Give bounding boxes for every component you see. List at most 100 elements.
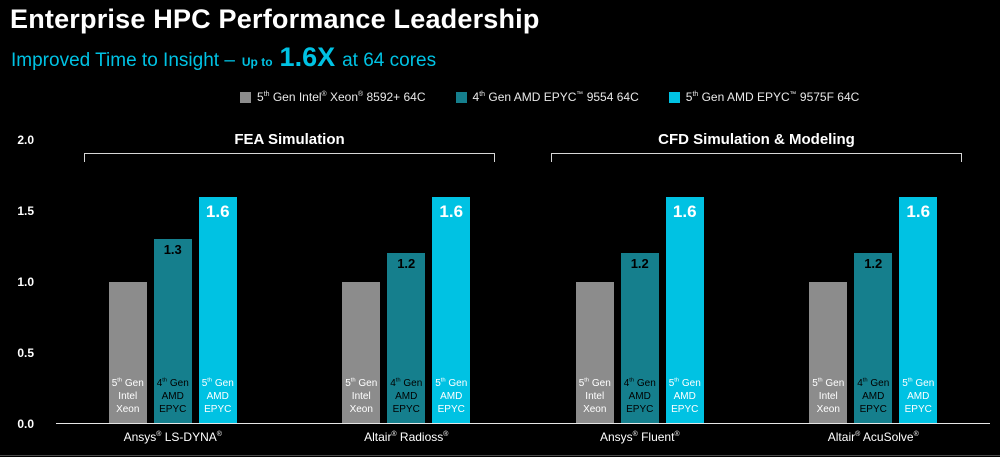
bar-series-label-line: Intel bbox=[351, 391, 371, 402]
bar-series-label-line: EPYC bbox=[204, 404, 232, 415]
bar-s0-c2: 5th Gen Intel Xeon bbox=[575, 281, 614, 423]
legend-swatch bbox=[455, 91, 467, 103]
bar-series-label-line: AMD bbox=[206, 391, 229, 402]
legend-swatch bbox=[240, 91, 251, 103]
bar-series-label-line: EPYC bbox=[904, 404, 932, 415]
bar-value-label: 1.6 bbox=[439, 201, 464, 221]
bar-series-label-line: 5th Gen bbox=[345, 377, 378, 389]
bar-s2-c3: 1.6 5th Gen AMD EPYC bbox=[899, 196, 938, 423]
page-title: Enterprise HPC Performance Leadership bbox=[10, 4, 540, 34]
subtitle-highlight: 1.6X bbox=[279, 42, 336, 72]
bar-s0-c1: 5th Gen Intel Xeon bbox=[342, 281, 381, 423]
bar-series-label-line: EPYC bbox=[626, 404, 654, 415]
bar-value-label: 1.2 bbox=[397, 256, 416, 272]
bar-s1-c2: 1.2 4th Gen AMD EPYC bbox=[620, 253, 659, 423]
bar-series-label-line: 5th Gen bbox=[578, 377, 611, 389]
bar-value-label: 1.2 bbox=[864, 256, 883, 272]
group-header-1: CFD Simulation & Modeling bbox=[523, 131, 990, 162]
bar-series-label-line: EPYC bbox=[437, 404, 465, 415]
bar-series-label-line: EPYC bbox=[671, 404, 699, 415]
bar-series-label-line: Xeon bbox=[816, 404, 840, 415]
bar-series-label: 4th Gen AMD EPYC bbox=[854, 377, 892, 416]
bar-value-label: 1.2 bbox=[630, 256, 649, 272]
category-label-2: Ansys® Fluent® bbox=[599, 430, 680, 444]
bar-group-1: 5th Gen Intel Xeon 1.2 4th Gen AMD EPYC 1.6 5th … bbox=[290, 140, 524, 423]
category-label-1: Altair® Radioss® bbox=[364, 430, 449, 444]
group-header-label: CFD Simulation & Modeling bbox=[658, 131, 855, 148]
bar-s1-c1: 1.2 4th Gen AMD EPYC bbox=[387, 253, 426, 423]
bar-series-label-line: Xeon bbox=[583, 404, 607, 415]
bar-series-label-line: Intel bbox=[118, 391, 138, 402]
bar-series-label-line: EPYC bbox=[159, 404, 187, 415]
legend-label: 4th Gen AMD EPYC™ 9554 64C bbox=[472, 90, 639, 104]
bar-series-label: 5th Gen AMD EPYC bbox=[199, 377, 237, 416]
bar-s0-c3: 5th Gen Intel Xeon bbox=[809, 281, 848, 423]
y-tick-label: 0.0 bbox=[17, 417, 34, 431]
bar-value-label: 1.3 bbox=[163, 242, 182, 258]
bar-s1-c0: 1.3 4th Gen AMD EPYC bbox=[153, 239, 192, 423]
bar-group-3: 5th Gen Intel Xeon 1.2 4th Gen AMD EPYC 1.6 5th … bbox=[757, 140, 991, 423]
legend-label: 5th Gen Intel® Xeon® 8592+ 64C bbox=[257, 90, 426, 104]
bar-series-label: 5th Gen Intel Xeon bbox=[809, 377, 847, 416]
group-header-label: FEA Simulation bbox=[234, 131, 345, 148]
bar-series-label-line: 5th Gen bbox=[902, 377, 935, 389]
bar-series-label: 4th Gen AMD EPYC bbox=[621, 377, 659, 416]
bar-series-label-line: EPYC bbox=[392, 404, 420, 415]
bar-series-label-line: 5th Gen bbox=[668, 377, 701, 389]
bar-series-label-line: EPYC bbox=[859, 404, 887, 415]
bar-s1-c3: 1.2 4th Gen AMD EPYC bbox=[854, 253, 893, 423]
category-label-3: Altair® AcuSolve® bbox=[827, 430, 919, 444]
bar-series-label-line: AMD bbox=[628, 391, 651, 402]
bar-series-label-line: AMD bbox=[907, 391, 930, 402]
bar-value-label: 1.6 bbox=[672, 201, 697, 221]
bar-series-label-line: 4th Gen bbox=[156, 377, 189, 389]
group-bracket bbox=[551, 153, 962, 162]
bar-series-label-line: AMD bbox=[161, 391, 184, 402]
bar-series-label-line: Intel bbox=[818, 391, 838, 402]
bar-series-label: 5th Gen AMD EPYC bbox=[899, 377, 937, 416]
bar-series-label-line: 5th Gen bbox=[111, 377, 144, 389]
bar-series-label-line: Intel bbox=[585, 391, 605, 402]
bar-chart: 0.0 0.5 1.0 1.5 2.0 5th Gen Intel Xeon 1.3 4th G… bbox=[0, 131, 990, 431]
bar-value-label: 1.6 bbox=[205, 201, 230, 221]
subtitle-upto: Up to bbox=[241, 55, 273, 69]
subtitle-suffix: at 64 cores bbox=[342, 50, 437, 71]
bar-series-label-line: 4th Gen bbox=[623, 377, 656, 389]
y-tick-label: 1.0 bbox=[17, 275, 34, 289]
bar-series-label: 5th Gen Intel Xeon bbox=[576, 377, 614, 416]
group-headers: FEA Simulation CFD Simulation & Modeling bbox=[56, 131, 990, 173]
category-label-0: Ansys® LS-DYNA® bbox=[123, 430, 222, 444]
footer-divider bbox=[0, 455, 1000, 456]
subtitle-prefix: Improved Time to Insight – bbox=[11, 50, 235, 71]
y-tick-label: 0.5 bbox=[17, 346, 34, 360]
bar-series-label-line: AMD bbox=[440, 391, 463, 402]
legend: 5th Gen Intel® Xeon® 8592+ 64C 4th Gen AM… bbox=[240, 90, 859, 104]
bar-series-label-line: Xeon bbox=[349, 404, 373, 415]
bar-series-label-line: 4th Gen bbox=[857, 377, 890, 389]
bar-group-2: 5th Gen Intel Xeon 1.2 4th Gen AMD EPYC 1.6 5th … bbox=[523, 140, 757, 423]
bar-series-label-line: 5th Gen bbox=[201, 377, 234, 389]
bar-series-label: 5th Gen Intel Xeon bbox=[342, 377, 380, 416]
legend-label: 5th Gen AMD EPYC™ 9575F 64C bbox=[685, 90, 860, 104]
y-tick-label: 1.5 bbox=[17, 204, 34, 218]
bar-s2-c1: 1.6 5th Gen AMD EPYC bbox=[432, 196, 471, 423]
bar-s0-c0: 5th Gen Intel Xeon bbox=[108, 281, 147, 423]
bar-value-label: 1.6 bbox=[906, 201, 931, 221]
legend-item-0: 5th Gen Intel® Xeon® 8592+ 64C bbox=[240, 90, 426, 104]
group-header-0: FEA Simulation bbox=[56, 131, 523, 162]
bar-series-label: 4th Gen AMD EPYC bbox=[154, 377, 192, 416]
bar-series-label: 4th Gen AMD EPYC bbox=[387, 377, 425, 416]
bar-series-label-line: 4th Gen bbox=[390, 377, 423, 389]
bar-series-label-line: 5th Gen bbox=[435, 377, 468, 389]
bar-series-label-line: 5th Gen bbox=[812, 377, 845, 389]
bar-series-label-line: Xeon bbox=[116, 404, 140, 415]
x-axis-labels: Ansys® LS-DYNA® Altair® Radioss® Ansys® Fl… bbox=[56, 430, 990, 444]
bar-series-label: 5th Gen AMD EPYC bbox=[666, 377, 704, 416]
legend-item-1: 4th Gen AMD EPYC™ 9554 64C bbox=[455, 90, 639, 104]
bar-group-0: 5th Gen Intel Xeon 1.3 4th Gen AMD EPYC 1.6 5th … bbox=[56, 140, 290, 423]
plot-area: 5th Gen Intel Xeon 1.3 4th Gen AMD EPYC 1.6 5th … bbox=[56, 140, 990, 424]
y-axis: 0.0 0.5 1.0 1.5 2.0 bbox=[0, 133, 36, 431]
bar-s2-c0: 1.6 5th Gen AMD EPYC bbox=[198, 196, 237, 423]
bar-series-label-line: AMD bbox=[862, 391, 885, 402]
